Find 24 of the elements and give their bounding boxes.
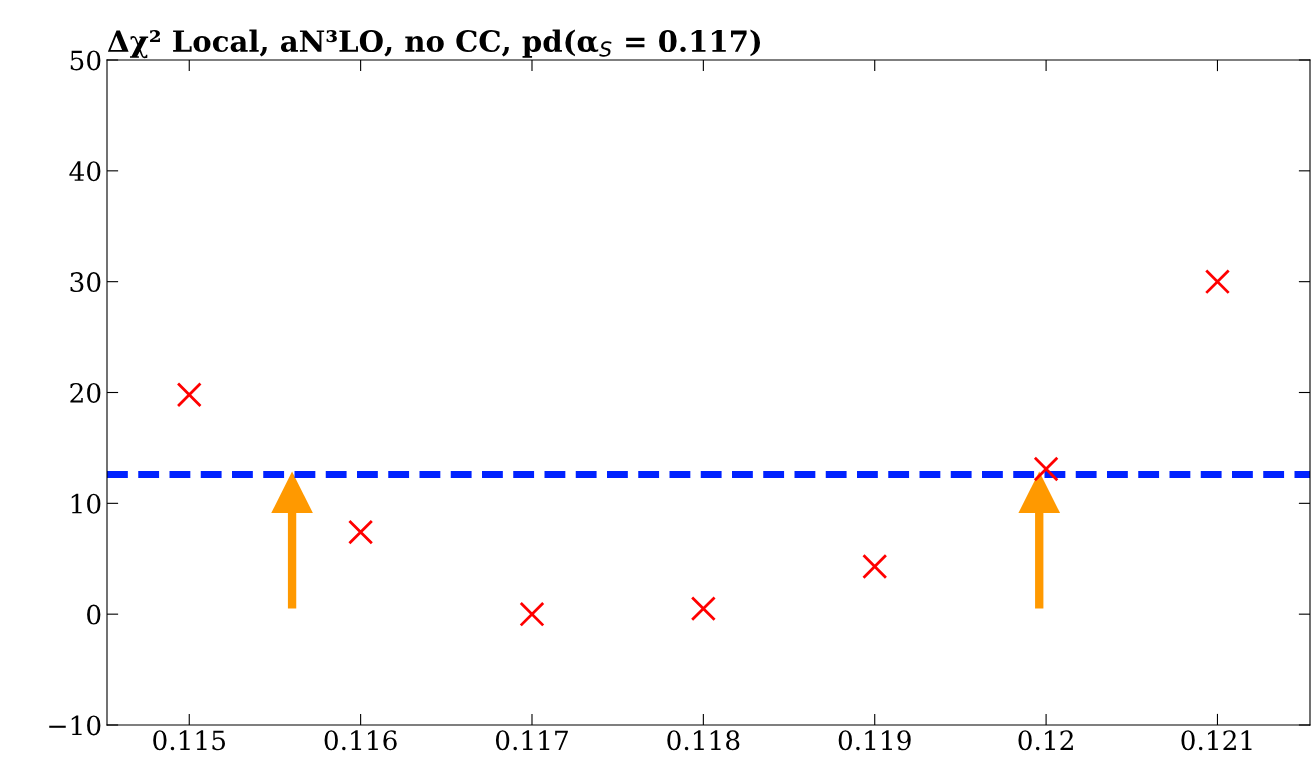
y-tick-label: 30 [70,272,101,293]
point [1204,269,1231,295]
y-tick-label: 0 [87,604,101,625]
y-tick-label: 50 [70,50,101,71]
point [348,519,374,545]
point [862,553,888,580]
point [176,382,202,408]
x-tick-label: 0.119 [838,730,911,751]
x-tick-label: 0.116 [324,730,397,751]
x-tick-label: 0.118 [667,730,740,751]
x-tick-label: 0.115 [153,730,225,751]
point [690,596,716,622]
point [519,601,545,627]
y-tick-label: 40 [69,161,101,182]
y-tick-label: 20 [70,382,101,403]
point [271,471,313,514]
x-tick-label: 0.121 [1181,730,1252,751]
chart-title: Δχ² Local, aN³LO, no CC, pd(α$_{S}$ = 0.117) [107,29,761,59]
y-tick-label: −10 [49,715,101,736]
point [1033,456,1059,482]
x-tick-label: 0.117 [495,730,568,751]
x-tick-label: 0.12 [1018,730,1073,751]
y-tick-label: 10 [71,493,101,514]
point [1018,471,1061,514]
